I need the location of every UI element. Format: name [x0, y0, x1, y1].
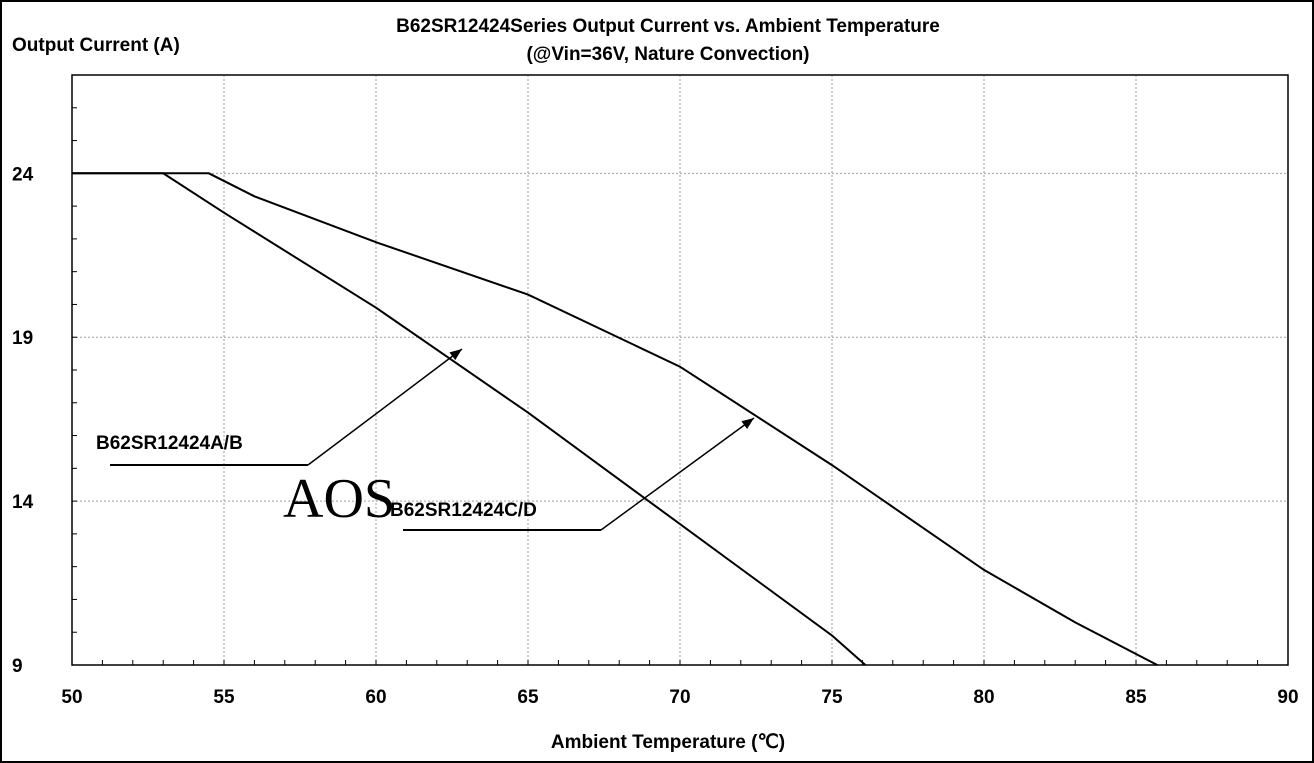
x-tick-label: 75 — [821, 687, 843, 708]
arrowhead — [449, 349, 462, 361]
x-tick-label: 60 — [365, 687, 386, 708]
series-arrow-a-b — [307, 348, 463, 466]
series-layer — [72, 172, 1158, 666]
series-annotations: B62SR12424A/B B62SR12424C/D — [96, 348, 755, 531]
tick-labels: 50 55 60 65 70 75 80 85 90 9 14 19 24 — [12, 164, 1299, 708]
x-tick-label: 90 — [1277, 687, 1298, 708]
series-label-c-d: B62SR12424C/D — [390, 500, 537, 521]
arrowhead — [741, 418, 754, 430]
x-tick-label: 50 — [61, 687, 82, 708]
grid — [72, 75, 1288, 665]
y-tick-label: 24 — [12, 164, 34, 185]
y-tick-label: 19 — [12, 328, 33, 349]
x-tick-label: 65 — [517, 687, 539, 708]
x-tick-label: 85 — [1125, 687, 1147, 708]
x-tick-label: 70 — [669, 687, 690, 708]
watermark: AOS — [283, 468, 395, 530]
y-tick-label: 9 — [12, 656, 23, 677]
chart-subtitle: (@Vin=36V, Nature Convection) — [526, 44, 809, 65]
minor-ticks — [72, 107, 1259, 665]
chart-title: B62SR12424Series Output Current vs. Ambi… — [396, 16, 940, 37]
series-arrow-c-d — [600, 417, 755, 531]
x-axis-label: Ambient Temperature (℃) — [551, 732, 785, 753]
x-tick-label: 55 — [213, 687, 235, 708]
series-label-a-b: B62SR12424A/B — [96, 433, 243, 454]
series-line-a-b — [72, 172, 867, 666]
y-axis-label: Output Current (A) — [12, 35, 180, 56]
x-tick-label: 80 — [973, 687, 994, 708]
series-line-c-d — [72, 172, 1158, 666]
y-tick-label: 14 — [12, 492, 34, 513]
